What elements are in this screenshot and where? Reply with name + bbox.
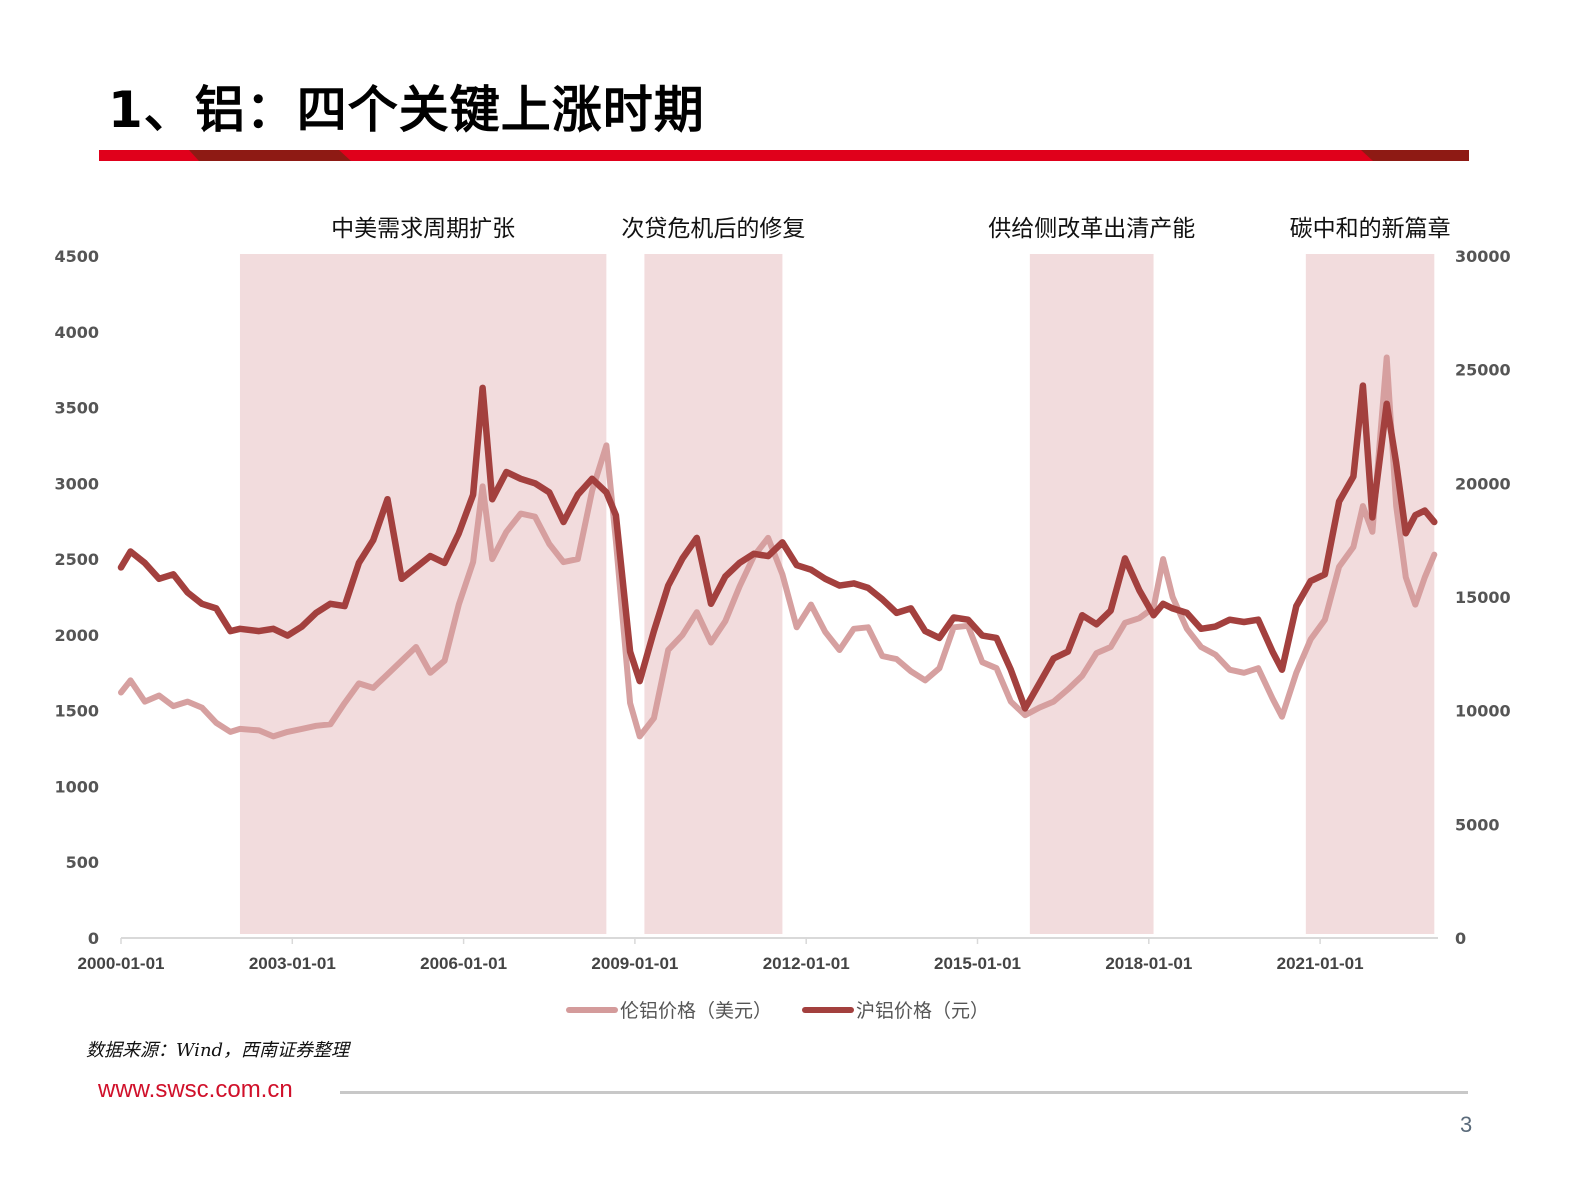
lme-price-line — [118, 354, 1438, 740]
data-source-note: 数据来源：Wind，西南证券整理 — [86, 1040, 350, 1061]
x-tick-label: 2012-01-01 — [763, 954, 850, 973]
shaded-period-band — [239, 254, 607, 934]
y-right-tick-label: 10000 — [1455, 702, 1511, 721]
y-right-tick-label: 0 — [1455, 929, 1466, 948]
y-right-tick-label: 20000 — [1455, 474, 1511, 493]
chart-legend: 伦铝价格（美元） 沪铝价格（元） — [566, 996, 989, 1023]
shfe-price-line — [117, 382, 1438, 712]
shaded-period-band — [1305, 254, 1435, 934]
y-left-tick-label: 4000 — [54, 323, 99, 342]
x-tick-label: 2018-01-01 — [1105, 954, 1192, 973]
period-label: 碳中和的新篇章 — [1290, 216, 1451, 242]
title-accent-bar — [99, 150, 1469, 161]
y-left-tick-label: 1000 — [54, 777, 99, 796]
legend-swatch-lme — [566, 1006, 618, 1013]
y-left-tick-label: 1500 — [54, 702, 99, 721]
y-right-tick-label: 25000 — [1455, 361, 1511, 380]
period-label: 次贷危机后的修复 — [621, 216, 805, 242]
y-left-tick-label: 3500 — [54, 399, 99, 418]
y-left-tick-label: 3000 — [54, 474, 99, 493]
page-number: 3 — [1460, 1112, 1473, 1137]
slide-title: 1、铝：四个关键上涨时期 — [108, 81, 705, 139]
shaded-periods — [239, 254, 1435, 934]
period-labels: 中美需求周期扩张 次贷危机后的修复 供给侧改革出清产能 碳中和的新篇章 — [331, 216, 1450, 242]
y-left-tick-label: 4500 — [54, 247, 99, 266]
legend-item-shfe: 沪铝价格（元） — [802, 996, 989, 1023]
axes: 2000-01-01 2003-01-01 2006-01-01 2009-01-01… — [54, 247, 1510, 973]
footer-divider — [340, 1091, 1468, 1094]
x-tick-label: 2000-01-01 — [78, 954, 165, 973]
y-right-tick-label: 5000 — [1455, 815, 1500, 834]
legend-swatch-shfe — [802, 1006, 855, 1013]
x-tick-label: 2021-01-01 — [1277, 954, 1364, 973]
x-tick-label: 2015-01-01 — [934, 954, 1021, 973]
legend-label-lme: 伦铝价格（美元） — [620, 1000, 773, 1022]
price-lines — [117, 354, 1438, 740]
x-tick-label: 2009-01-01 — [591, 954, 678, 973]
period-label: 中美需求周期扩张 — [331, 216, 515, 242]
x-tick-label: 2003-01-01 — [249, 954, 336, 973]
y-right-tick-label: 30000 — [1455, 247, 1511, 266]
footer-website-link[interactable]: www.swsc.com.cn — [98, 1076, 293, 1103]
x-tick-label: 2006-01-01 — [420, 954, 507, 973]
legend-item-lme: 伦铝价格（美元） — [566, 996, 772, 1023]
y-left-tick-label: 0 — [88, 929, 99, 948]
period-label: 供给侧改革出清产能 — [988, 216, 1195, 242]
aluminum-price-chart: 中美需求周期扩张 次贷危机后的修复 供给侧改革出清产能 碳中和的新篇章 2000-01… — [54, 216, 1510, 973]
shaded-period-band — [1029, 254, 1154, 934]
y-left-tick-label: 2000 — [54, 626, 99, 645]
legend-label-shfe: 沪铝价格（元） — [856, 1000, 990, 1022]
y-left-tick-label: 500 — [66, 853, 99, 872]
y-left-tick-label: 2500 — [54, 550, 99, 569]
y-right-tick-label: 15000 — [1455, 588, 1511, 607]
